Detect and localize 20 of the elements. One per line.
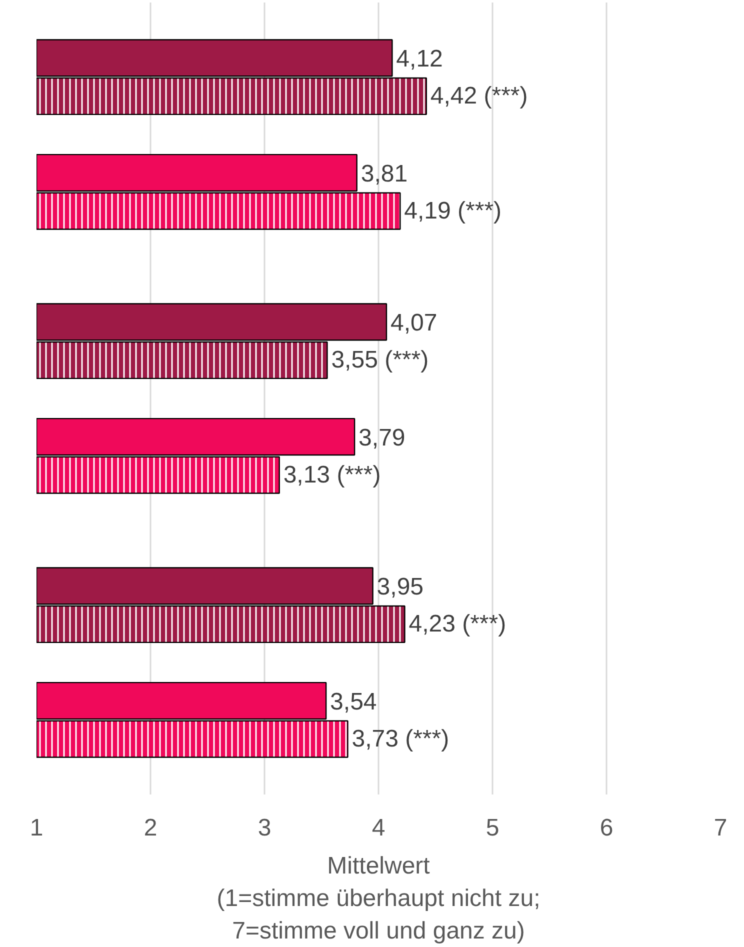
x-tick-label: 7 [714, 814, 728, 842]
data-label: 3,79 [358, 424, 406, 452]
data-label: 3,55 (***) [331, 346, 429, 374]
x-tick-label: 6 [600, 814, 614, 842]
data-label: 3,13 (***) [283, 462, 381, 489]
x-tick-label: 2 [144, 814, 158, 842]
data-label: 4,12 [396, 45, 443, 72]
data-label: 4,23 (***) [408, 610, 506, 638]
x-tick-label: 4 [372, 814, 386, 842]
data-label: 4,42 (***) [430, 82, 528, 110]
x-axis-title: Mittelwert (1=stimme überhaupt nicht zu; 7=stimme voll und ganz zu) [216, 852, 540, 944]
data-label: 4,19 (***) [404, 198, 502, 225]
data-label: 3,95 [376, 573, 424, 600]
data-label: 3,81 [360, 160, 408, 188]
data-label: 4,07 [390, 309, 438, 336]
x-tick-label: 3 [258, 814, 272, 842]
x-tick-label: 1 [30, 814, 44, 842]
data-label: 3,73 (***) [352, 726, 450, 753]
x-tick-label: 5 [486, 814, 500, 842]
data-label: 3,54 [330, 688, 377, 716]
